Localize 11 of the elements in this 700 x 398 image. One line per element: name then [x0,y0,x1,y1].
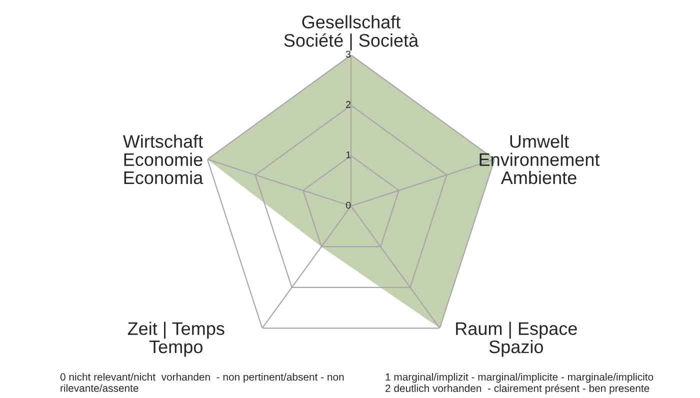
spoke-label: Gesellschaft Société | Società [284,15,419,50]
y-tick-label: 0 [346,202,351,209]
y-tick-label: 2 [346,101,351,108]
y-tick-label: 3 [346,50,351,58]
spoke-label: Raum | Espace Spazio [456,322,577,357]
y-tick-label: 1 [346,151,351,158]
spoke-label: Umwelt Environnement Ambiente [480,134,600,184]
spoke-label: Wirtschaft Economie Economia [122,134,204,184]
text: 1 marginal/implizit - marginal/implicite - marginale/implicito 2 deutlich vorhanden - clairement présent - ben presente [386,373,654,394]
spoke-label: Zeit | Temps Tempo [128,322,224,357]
text: 0 nicht relevant/nicht vorhanden - non pertinent/absent - non rilevante/assente [60,373,344,392]
